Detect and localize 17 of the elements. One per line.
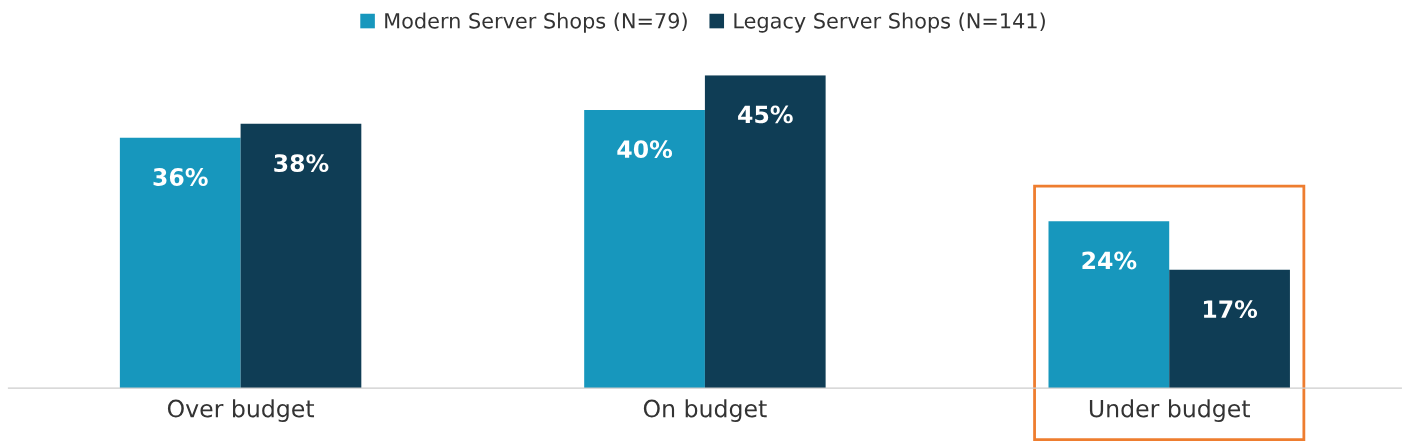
- data-label: 45%: [738, 105, 793, 124]
- data-label: 38%: [274, 154, 329, 173]
- bar: [1169, 269, 1290, 389]
- x-tick-label: Under budget: [1089, 399, 1250, 423]
- data-label: 24%: [1082, 251, 1137, 270]
- bar: [240, 123, 362, 389]
- x-tick-label: On budget: [643, 399, 767, 423]
- legend-label: Modern Server Shops (N=79): [385, 12, 687, 33]
- data-label: 36%: [153, 168, 208, 186]
- data-label: 40%: [617, 140, 673, 159]
- bar: [584, 109, 705, 389]
- bar: [119, 137, 241, 389]
- bar: [1048, 221, 1170, 389]
- data-label: 17%: [1203, 300, 1258, 319]
- legend-label: Legacy Server Shops (N=141): [734, 12, 1045, 33]
- x-tick-label: Over budget: [167, 399, 315, 423]
- bar: [704, 75, 826, 389]
